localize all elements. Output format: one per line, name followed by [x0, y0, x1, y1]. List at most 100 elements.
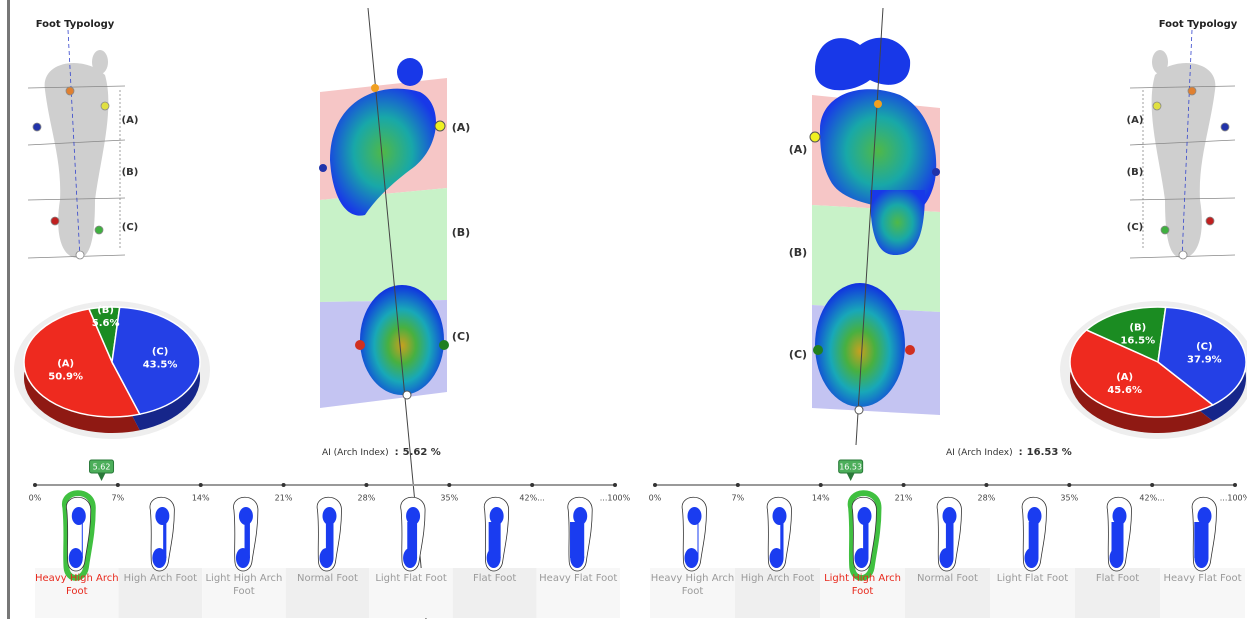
scale-tick	[447, 483, 451, 487]
scale-tick-label: 14%	[812, 494, 830, 503]
foot-type-label[interactable]: Flat Foot	[1075, 570, 1160, 614]
scale-marker-pointer	[847, 473, 855, 481]
arch-index-value: 5.62 %	[403, 447, 441, 458]
foot-type-icon	[1022, 497, 1046, 571]
scale-tick	[613, 483, 617, 487]
foot-midfoot	[326, 522, 334, 558]
scale-tick	[984, 483, 988, 487]
scale-tick	[282, 483, 286, 487]
pie-slice-value: 5.6%	[92, 318, 120, 329]
pie-slice-label: (B)	[97, 305, 114, 316]
scale-tick-label: 28%	[978, 494, 996, 503]
arch-index: AI (Arch Index):5.62 %	[322, 447, 441, 458]
foot-midfoot	[489, 522, 501, 558]
image-zone-label: (B)	[452, 226, 470, 239]
scale-tick-label: 35%	[1060, 494, 1078, 503]
foot-midfoot	[570, 522, 584, 558]
foot-type-label[interactable]: Heavy High Arch Foot	[35, 570, 119, 614]
foot-type-label[interactable]: High Arch Foot	[735, 570, 820, 614]
pie-slice-label: (B)	[1129, 323, 1146, 334]
scale-marker-label: 16.53	[839, 463, 862, 472]
scale-tick	[1067, 483, 1071, 487]
app: Foot Typology (A) (B) (C) (A) (B) (C) (A) 50.9% (…	[0, 0, 1247, 619]
foot-midfoot	[163, 522, 166, 558]
foot-type-label[interactable]: Normal Foot	[286, 570, 370, 614]
canvas: Foot Typology (A) (B) (C) (A) (B) (C) (A) 50.9% (…	[0, 0, 1247, 619]
foot-type-icon	[1107, 497, 1131, 571]
foot-midfoot	[698, 522, 699, 558]
typology-diagram	[1130, 30, 1235, 259]
scale-tick-label: 7%	[732, 494, 745, 503]
typology-zone-label: (B)	[1127, 167, 1144, 178]
typology-title: Foot Typology	[1159, 19, 1238, 30]
scale-tick	[530, 483, 534, 487]
scale-tick	[116, 483, 120, 487]
foot-type-icon	[401, 497, 425, 571]
pie-slice-value: 50.9%	[48, 372, 83, 383]
scale-tick	[1150, 483, 1154, 487]
foot-type-label[interactable]: High Arch Foot	[119, 570, 203, 614]
foot-type-icon	[937, 497, 961, 571]
typology-zone-label: (C)	[1127, 222, 1143, 233]
foot-midfoot	[946, 522, 954, 558]
scale-tick-label: 7%	[112, 494, 125, 503]
scale-marker-pointer	[98, 473, 106, 481]
scale-tick-label: 21%	[895, 494, 913, 503]
scale-tick-label: 42%...	[1139, 494, 1164, 503]
typology-zone-label: (C)	[122, 222, 138, 233]
typology-title: Foot Typology	[36, 19, 115, 30]
pie-slice-value: 37.9%	[1187, 354, 1222, 365]
arch-index: AI (Arch Index):16.53 %	[946, 447, 1072, 458]
image-zone-label: (C)	[452, 330, 470, 343]
foot-midfoot	[780, 522, 783, 558]
pie-slice-label: (A)	[1116, 372, 1133, 383]
pie-slice-label: (C)	[152, 346, 168, 357]
scale-tick-label: 35%	[440, 494, 458, 503]
image-zone-label: (B)	[789, 246, 807, 259]
arch-index-label: AI (Arch Index)	[946, 448, 1013, 458]
foot-type-label[interactable]: Light Flat Foot	[369, 570, 453, 614]
pie-slice-value: 16.5%	[1120, 336, 1155, 347]
pie-slice-value: 45.6%	[1107, 385, 1142, 396]
foot-type-label[interactable]: Light Flat Foot	[990, 570, 1075, 614]
foot-type-icon	[568, 497, 592, 571]
scale-tick-label: ...100%	[1220, 494, 1247, 503]
pie-slice-label: (C)	[1196, 341, 1212, 352]
foot-type-label[interactable]: Flat Foot	[453, 570, 537, 614]
foot-midfoot	[245, 522, 250, 558]
image-zone-label: (A)	[452, 121, 471, 134]
scale-tick-label: 42%...	[519, 494, 544, 503]
pie-slice-label: (A)	[57, 359, 74, 370]
foot-forefoot	[155, 507, 169, 525]
foot-type-label[interactable]: Heavy Flat Foot	[536, 570, 620, 614]
arch-index-separator: :	[395, 447, 399, 458]
foot-type-label[interactable]: Normal Foot	[905, 570, 990, 614]
scale-tick-label: 28%	[358, 494, 376, 503]
foot-type-label[interactable]: Light High Arch Foot	[202, 570, 286, 614]
image-zone-label: (A)	[789, 143, 808, 156]
foot-type-icon	[851, 493, 879, 578]
typology-zone-label: (A)	[122, 115, 139, 126]
foot-heel	[685, 548, 699, 568]
foot-type-icon	[317, 497, 341, 571]
scale-tick	[819, 483, 823, 487]
arch-index-label: AI (Arch Index)	[322, 448, 389, 458]
typology-diagram	[28, 30, 125, 259]
scale-tick-label: 21%	[275, 494, 293, 503]
scale-tick-label: 0%	[649, 494, 662, 503]
pie-slice-value: 43.5%	[143, 359, 178, 370]
foot-midfoot	[1112, 522, 1124, 558]
foot-type-icon	[65, 493, 93, 578]
scale-tick-label: ...100%	[600, 494, 631, 503]
foot-type-icon	[767, 497, 791, 571]
foot-type-label[interactable]: Heavy Flat Foot	[1160, 570, 1245, 614]
foot-type-label[interactable]: Light High Arch Foot	[820, 570, 905, 614]
foot-forefoot	[72, 507, 86, 525]
foot-type-icon	[484, 497, 508, 571]
foot-type-icon	[234, 497, 258, 571]
scale-tick-label: 14%	[192, 494, 210, 503]
scale-tick	[736, 483, 740, 487]
foot-type-icon	[1192, 497, 1216, 571]
foot-type-label[interactable]: Heavy High Arch Foot	[650, 570, 735, 614]
typology-zone-label: (A)	[1127, 115, 1144, 126]
